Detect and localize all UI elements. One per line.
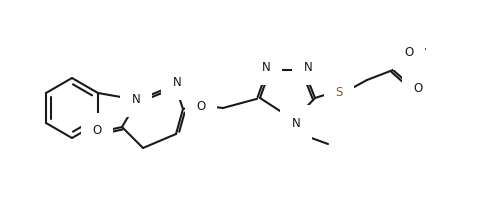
Text: N: N — [131, 92, 141, 106]
Text: N: N — [173, 75, 181, 89]
Text: O: O — [413, 82, 423, 94]
Text: N: N — [261, 61, 271, 73]
Text: N: N — [304, 61, 313, 73]
Text: O: O — [92, 125, 102, 137]
Text: O: O — [404, 46, 413, 58]
Text: O: O — [196, 100, 206, 112]
Text: S: S — [335, 86, 343, 98]
Text: N: N — [292, 116, 300, 129]
